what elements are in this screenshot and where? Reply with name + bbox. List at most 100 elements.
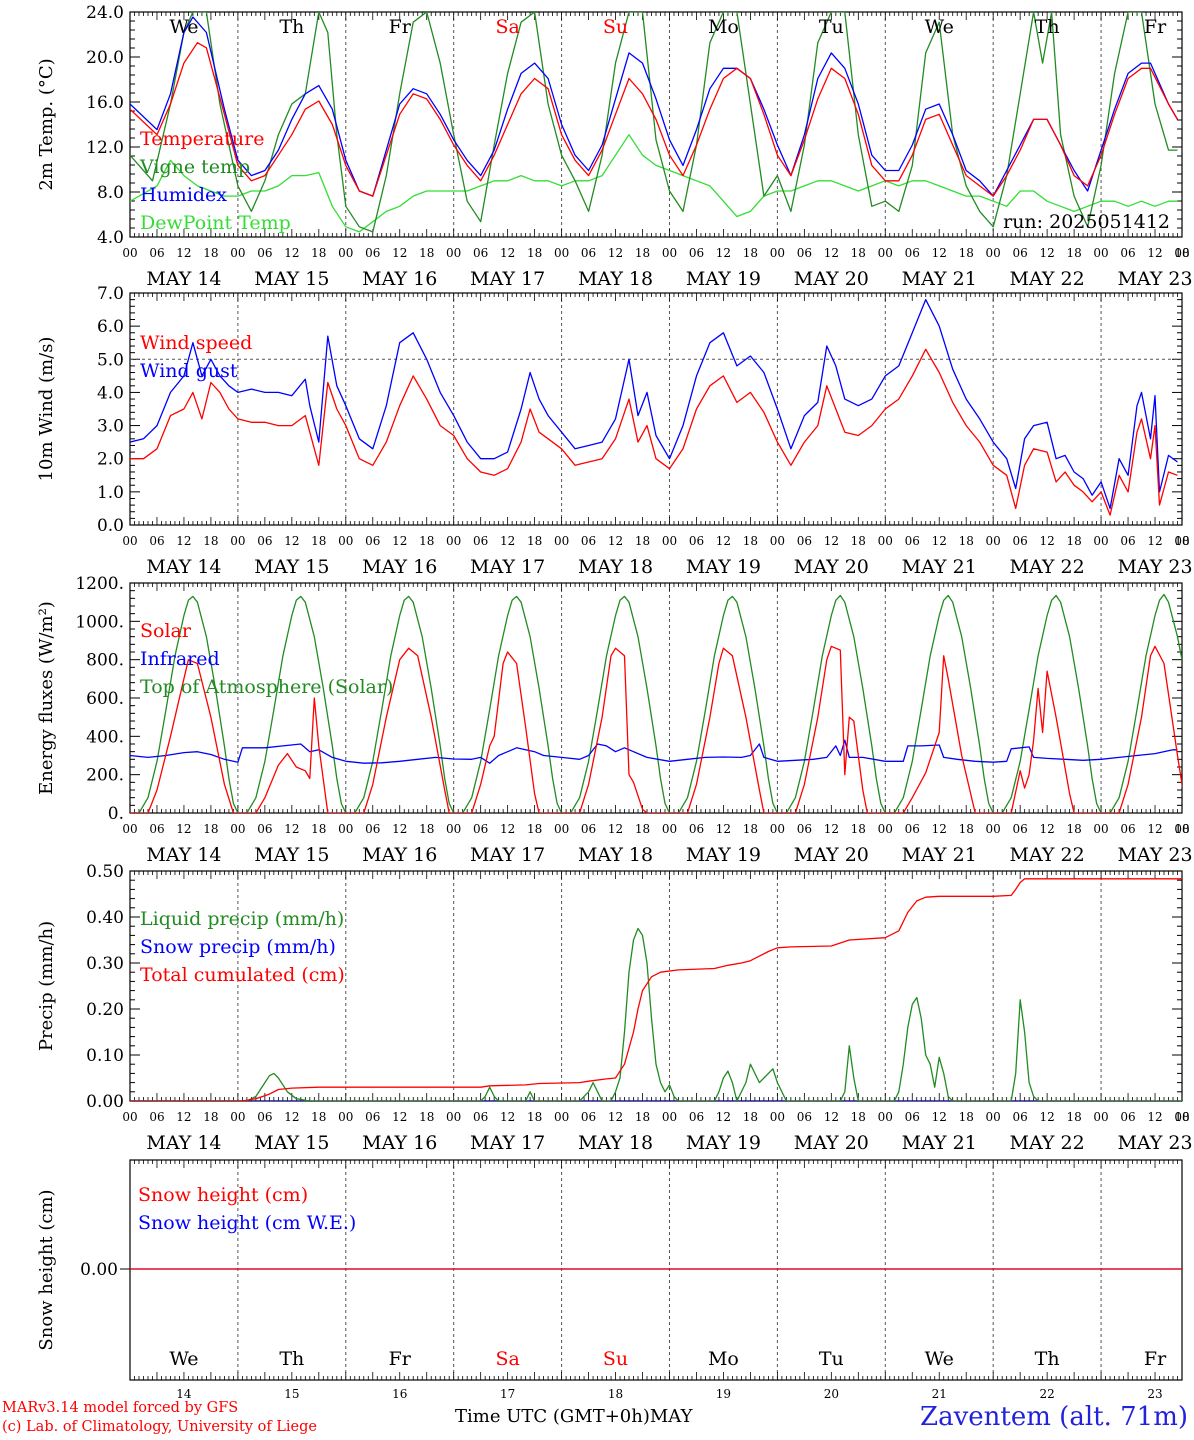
series-line-total-cumulated-cm	[130, 878, 1182, 1101]
hour-tick-label: 12	[392, 1110, 407, 1124]
weekday-label: Fr	[1144, 1348, 1167, 1370]
weekday-label: Sa	[495, 1348, 519, 1370]
hour-tick-label: 06	[1013, 246, 1028, 260]
hour-tick-label: 00	[554, 534, 569, 548]
hour-tick-label: 18	[743, 822, 758, 836]
panel-wind: 0.0 1.0 2.0 3.0 4.0 5.0 6.0 7.0 10m Wind (m/s) Wi…	[36, 284, 1183, 536]
hour-tick-label: 00	[986, 1110, 1001, 1124]
series-line-wind-gust	[130, 298, 1178, 510]
y-axis-label: 2m Temp. (°C)	[36, 58, 57, 190]
lab-credit: (c) Lab. of Climatology, University of L…	[2, 1419, 317, 1435]
y-tick-label: 6.0	[97, 317, 124, 337]
hour-tick-label: 12	[716, 822, 731, 836]
weekday-labels-top: We Th Fr Sa Su Mo Tu We Th Fr	[169, 16, 1167, 38]
hour-tick-label: 00	[554, 246, 569, 260]
legend-entry: Vigne temp	[139, 156, 250, 178]
hour-tick-label: 00	[1093, 822, 1108, 836]
hour-tick-label: 06	[689, 822, 704, 836]
date-label: MAY 20	[794, 556, 869, 578]
hour-tick-label: 18	[743, 534, 758, 548]
date-label: MAY 15	[254, 1132, 329, 1154]
day-number-label: 17	[500, 1387, 515, 1401]
hour-tick-label: 12	[608, 1110, 623, 1124]
series-group	[130, 878, 1182, 1101]
hour-tick-label: 12	[1039, 822, 1054, 836]
hour-tick-label: 06	[149, 1110, 164, 1124]
hour-tick-label: 06	[797, 822, 812, 836]
y-axis-label: Energy fluxes (W/m²)	[36, 601, 57, 795]
series-line-liquid-precip-mm-h	[130, 927, 1182, 1101]
y-tick-label: 400.	[86, 727, 124, 747]
hour-tick-label: 12	[716, 246, 731, 260]
hour-tick-label: 12	[1039, 1110, 1054, 1124]
series-group	[130, 298, 1178, 516]
date-label: MAY 15	[254, 268, 329, 290]
hour-tick-label: 00	[554, 1110, 569, 1124]
hour-tick-label: 12	[932, 1110, 947, 1124]
hour-tick-label: 18	[527, 534, 542, 548]
series-line-humidex	[130, 16, 1179, 197]
hour-tick-label: 06	[581, 822, 596, 836]
hour-tick-label: 18	[203, 822, 218, 836]
weekday-label: Sa	[495, 16, 519, 38]
weekday-label: Th	[279, 1348, 304, 1370]
y-tick-label: 5.0	[97, 350, 124, 370]
hour-tick-label: 00	[338, 246, 353, 260]
day-number-label: 16	[392, 1387, 407, 1401]
hour-tick-label: 18	[311, 246, 326, 260]
hour-tick-label: 06	[365, 822, 380, 836]
y-tick-label: 200.	[86, 766, 124, 786]
date-label: MAY 17	[470, 556, 545, 578]
hour-tick-label: 18	[1066, 822, 1081, 836]
series-line-wind-speed	[130, 348, 1178, 516]
date-label: MAY 17	[470, 268, 545, 290]
hour-tick-label: 00	[770, 534, 785, 548]
legend-entry: Humidex	[140, 184, 227, 206]
weekday-label: We	[169, 1348, 198, 1370]
hour-tick-label: 12	[284, 534, 299, 548]
hour-tick-label: 06	[1120, 534, 1135, 548]
date-label: MAY 21	[902, 844, 977, 866]
series-line-top-of-atmosphere-solar	[130, 593, 1182, 813]
y-tick-label: 8.0	[97, 183, 124, 203]
weekday-label: Th	[1035, 1348, 1060, 1370]
x-axis-labels: 00 06 12 18 00 06 12 18 00 06 12 18 00 06 12 18 00 06 12 18…	[122, 1110, 1192, 1154]
date-label: MAY 23	[1117, 556, 1192, 578]
x-axis-labels: 00 06 12 18 00 06 12 18 00 06 12 18 00 06 12 18 00 06 12 18…	[122, 822, 1192, 866]
legend-entry: Infrared	[140, 648, 220, 670]
weekday-label: Su	[603, 1348, 628, 1370]
y-tick-label: 4.0	[97, 383, 124, 403]
day-number-label: 21	[932, 1387, 947, 1401]
hour-tick-label: 18	[1066, 534, 1081, 548]
hour-tick-label: 12	[932, 246, 947, 260]
hour-tick-label: 00	[1174, 246, 1189, 260]
hour-tick-label: 18	[635, 822, 650, 836]
hour-tick-label: 06	[905, 1110, 920, 1124]
hour-tick-label: 00	[122, 822, 137, 836]
hour-tick-label: 00	[878, 534, 893, 548]
legend-entry: DewPoint Temp	[140, 212, 291, 234]
weekday-label: Fr	[1144, 16, 1167, 38]
hour-tick-label: 18	[311, 822, 326, 836]
weekday-label: Th	[279, 16, 304, 38]
date-label: MAY 15	[254, 844, 329, 866]
hour-tick-label: 12	[500, 246, 515, 260]
date-label: MAY 21	[902, 1132, 977, 1154]
hour-tick-label: 00	[878, 246, 893, 260]
hour-tick-label: 06	[581, 1110, 596, 1124]
legend-entry: Temperature	[140, 128, 264, 150]
hour-tick-label: 12	[176, 1110, 191, 1124]
panel-energy: 0. 200. 400. 600. 800. 1000. 1200. Energy fluxe…	[36, 574, 1183, 824]
date-label: MAY 19	[686, 1132, 761, 1154]
panel-snow: 0.00 Snow height (cm) Snow height (cm) Snow…	[36, 1159, 1183, 1401]
hour-tick-label: 18	[635, 246, 650, 260]
hour-tick-label: 06	[1013, 822, 1028, 836]
hour-tick-label: 06	[905, 822, 920, 836]
legend-entry: Total cumulated (cm)	[140, 964, 345, 986]
hour-tick-label: 00	[662, 246, 677, 260]
hour-tick-label: 06	[257, 534, 272, 548]
date-label: MAY 18	[578, 556, 653, 578]
hour-tick-label: 12	[824, 246, 839, 260]
plot-frame	[129, 11, 1183, 238]
hour-tick-label: 00	[122, 246, 137, 260]
